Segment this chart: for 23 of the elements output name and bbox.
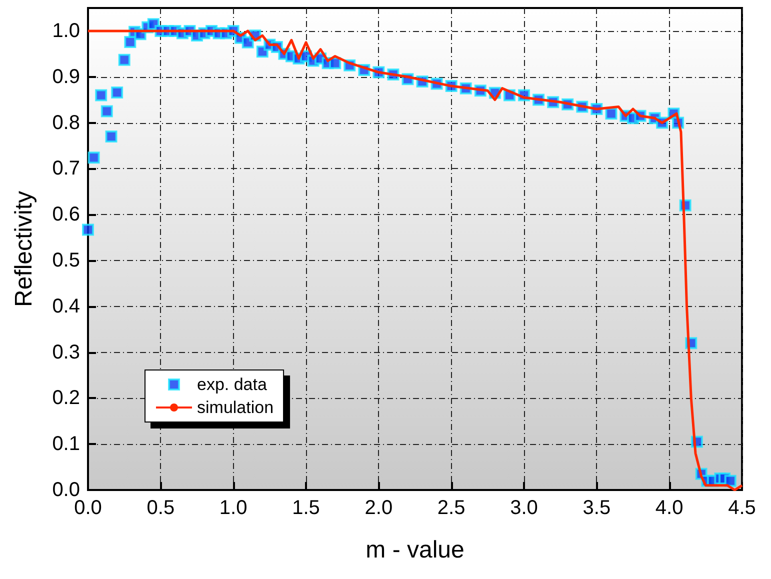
x-axis-title: m - value (366, 536, 464, 564)
y-tick-label: 0.5 (52, 249, 80, 272)
y-tick-label: 0.3 (52, 341, 80, 364)
x-tick-label: 1.0 (219, 497, 248, 519)
x-tick-label: 4.5 (728, 497, 756, 519)
y-tick-label: 0.8 (52, 112, 80, 134)
y-tick-label: 0.4 (52, 295, 80, 318)
x-tick-label: 0.5 (146, 497, 175, 519)
y-tick-label: 0.2 (52, 387, 80, 410)
x-tick-label: 2.5 (437, 497, 466, 519)
legend-label: exp. data (197, 375, 268, 394)
x-tick-label: 2.0 (364, 497, 393, 519)
y-tick-label: 0.9 (52, 66, 80, 88)
x-tick-label: 3.0 (510, 497, 538, 519)
y-tick-label: 0.1 (52, 433, 80, 456)
legend-label: simulation (197, 398, 274, 417)
y-tick-label: 1.0 (52, 20, 80, 42)
y-tick-label: 0.6 (52, 204, 80, 226)
x-tick-label: 4.0 (655, 497, 684, 519)
x-tick-label: 1.5 (292, 497, 320, 519)
x-tick-label: 3.5 (582, 497, 611, 519)
y-axis-title: Reflectivity (10, 190, 38, 308)
y-tick-label: 0.7 (52, 158, 80, 180)
